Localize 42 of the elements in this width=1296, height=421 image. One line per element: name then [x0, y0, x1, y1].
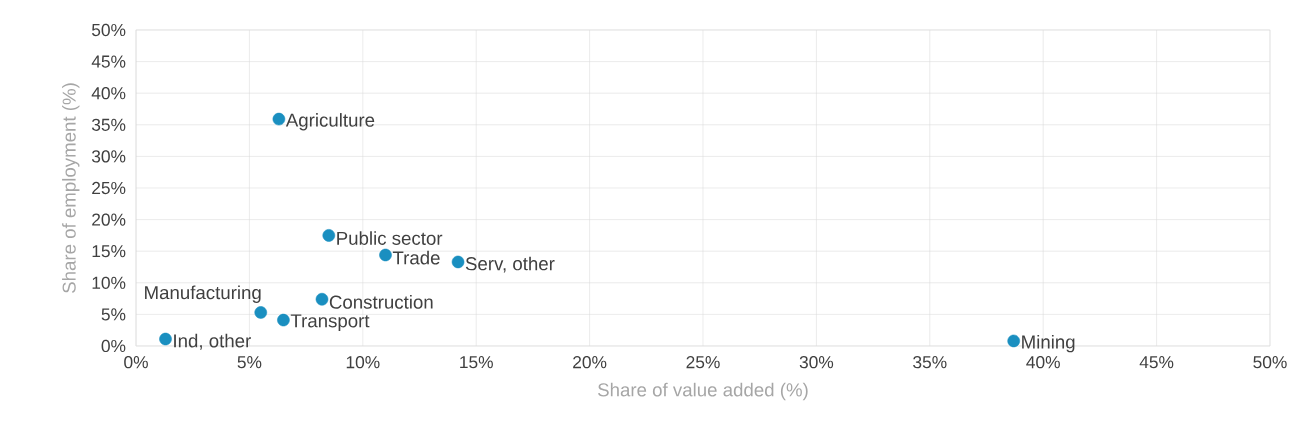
point: [451, 255, 465, 269]
annotation: Ind, other: [174, 333, 251, 350]
point: [379, 248, 392, 262]
point: [322, 229, 336, 242]
y-tick-label: 15%: [92, 245, 126, 258]
x-tick-label: 40%: [1026, 356, 1060, 369]
annotation: Manufacturing: [145, 285, 261, 303]
annotation: Construction: [329, 295, 433, 309]
y-tick-label: 20%: [92, 213, 126, 226]
point: [254, 306, 268, 319]
annotation: Transport: [290, 314, 370, 332]
y-tick-label: 5%: [101, 308, 126, 321]
point: [159, 332, 172, 346]
point: [272, 112, 286, 126]
x-axis-title: Share of value added (%): [598, 382, 808, 401]
annotation: Agriculture: [285, 113, 375, 131]
y-tick-label: 25%: [92, 181, 126, 195]
y-tick-label: 0%: [101, 339, 126, 353]
y-tick-label: 45%: [91, 55, 126, 68]
annotation: Serv, other: [465, 256, 555, 273]
y-tick-label: 10%: [92, 276, 126, 289]
x-tick-label: 5%: [237, 356, 262, 369]
y-tick-label: 30%: [91, 150, 126, 163]
x-tick-label: 50%: [1253, 356, 1287, 369]
y-tick-label: 35%: [91, 118, 126, 131]
y-tick-label: 40%: [91, 87, 126, 100]
y-axis-title: Share of employment (%): [62, 83, 80, 293]
x-tick-label: 20%: [573, 356, 607, 369]
x-tick-label: 25%: [686, 356, 720, 369]
x-tick-label: 45%: [1139, 356, 1174, 369]
x-tick-label: 35%: [913, 356, 947, 369]
x-tick-label: 30%: [799, 356, 834, 369]
x-tick-label: 10%: [346, 356, 380, 369]
point: [1007, 334, 1020, 348]
point: [315, 292, 329, 306]
annotation: Mining: [1022, 334, 1075, 353]
point: [277, 313, 290, 327]
x-tick-label: 15%: [460, 356, 493, 369]
annotation: Public sector: [337, 231, 443, 245]
y-tick-label: 50%: [91, 23, 126, 37]
x-tick-label: 0%: [124, 356, 148, 369]
annotation: Trade: [392, 250, 440, 265]
